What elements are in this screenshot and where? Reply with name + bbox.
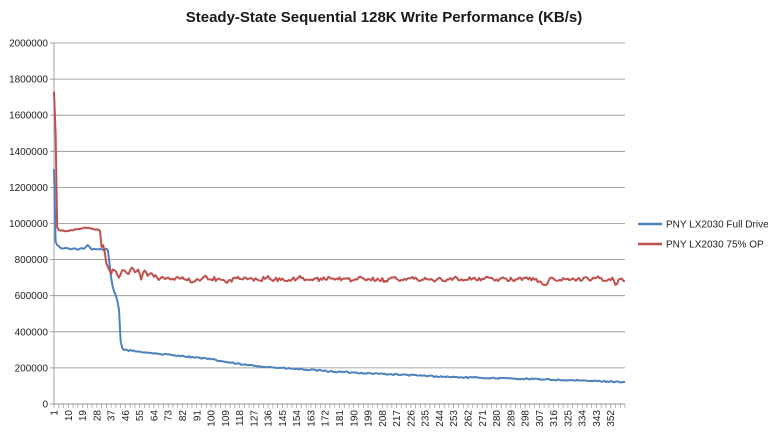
x-tick-label: 82	[178, 410, 189, 422]
x-tick-label: 154	[292, 410, 303, 427]
x-tick-label: 244	[435, 410, 446, 427]
y-tick-label: 1000000	[9, 219, 48, 230]
y-tick-label: 1200000	[9, 183, 48, 194]
y-tick-label: 1400000	[9, 147, 48, 158]
series-layer	[53, 91, 626, 384]
x-tick-label: 55	[135, 410, 146, 422]
legend-label-0: PNY LX2030 Full Drive	[666, 220, 768, 231]
x-tick-label: 64	[149, 410, 160, 422]
y-tick-label: 200000	[15, 363, 49, 374]
x-tick-label: 307	[535, 410, 546, 427]
series-line-0	[53, 169, 626, 384]
x-tick-label: 262	[463, 410, 474, 427]
y-tick-label: 2000000	[9, 39, 48, 50]
x-tick-label: 280	[492, 410, 503, 427]
x-tick-label: 181	[335, 410, 346, 427]
x-tick-label: 109	[221, 410, 232, 427]
x-tick-label: 37	[107, 410, 118, 422]
y-tick-label: 1600000	[9, 111, 48, 122]
x-tick-label: 289	[506, 410, 517, 427]
axis-layer: 0 200000 400000 600000 800000 1000000 1200000 1…	[9, 39, 626, 427]
x-tick-label: 100	[207, 410, 218, 427]
y-tick-label: 800000	[15, 255, 49, 266]
chart-title: Steady-State Sequential 128K Write Perfo…	[185, 9, 583, 26]
x-tick-label: 190	[349, 410, 360, 427]
legend-label-1: PNY LX2030 75% OP	[666, 240, 764, 251]
series-line-1	[53, 91, 626, 287]
x-tick-label: 127	[249, 410, 260, 427]
x-tick-label: 172	[321, 410, 332, 427]
grid-layer	[54, 42, 625, 405]
x-tick-label: 235	[421, 410, 432, 427]
x-tick-label: 136	[264, 410, 275, 427]
y-tick-label: 600000	[15, 291, 49, 302]
x-tick-label: 298	[521, 410, 532, 427]
x-tick-label: 217	[392, 410, 403, 427]
x-tick-label: 226	[406, 410, 417, 427]
x-tick-label: 91	[192, 410, 203, 422]
x-tick-label: 1	[50, 410, 61, 416]
x-tick-label: 10	[64, 410, 75, 422]
x-tick-label: 343	[592, 410, 603, 427]
x-tick-label: 28	[92, 410, 103, 422]
y-tick-label: 400000	[15, 327, 49, 338]
y-tick-label: 1800000	[9, 75, 48, 86]
y-tick-label: 0	[42, 400, 48, 411]
x-tick-label: 19	[78, 410, 89, 422]
x-tick-label: 118	[235, 410, 246, 426]
x-tick-label: 208	[378, 410, 389, 427]
x-tick-label: 316	[549, 410, 560, 427]
x-tick-label: 145	[278, 410, 289, 427]
x-tick-label: 271	[478, 410, 489, 427]
x-tick-label: 253	[449, 410, 460, 427]
x-tick-label: 73	[164, 410, 175, 422]
x-tick-label: 334	[578, 410, 589, 427]
x-tick-label: 199	[364, 410, 375, 427]
x-tick-label: 46	[121, 410, 132, 422]
x-tick-label: 352	[606, 410, 617, 427]
legend: PNY LX2030 Full Drive PNY LX2030 75% OP	[638, 220, 768, 251]
x-tick-label: 325	[563, 410, 574, 427]
x-tick-label: 163	[306, 410, 317, 427]
